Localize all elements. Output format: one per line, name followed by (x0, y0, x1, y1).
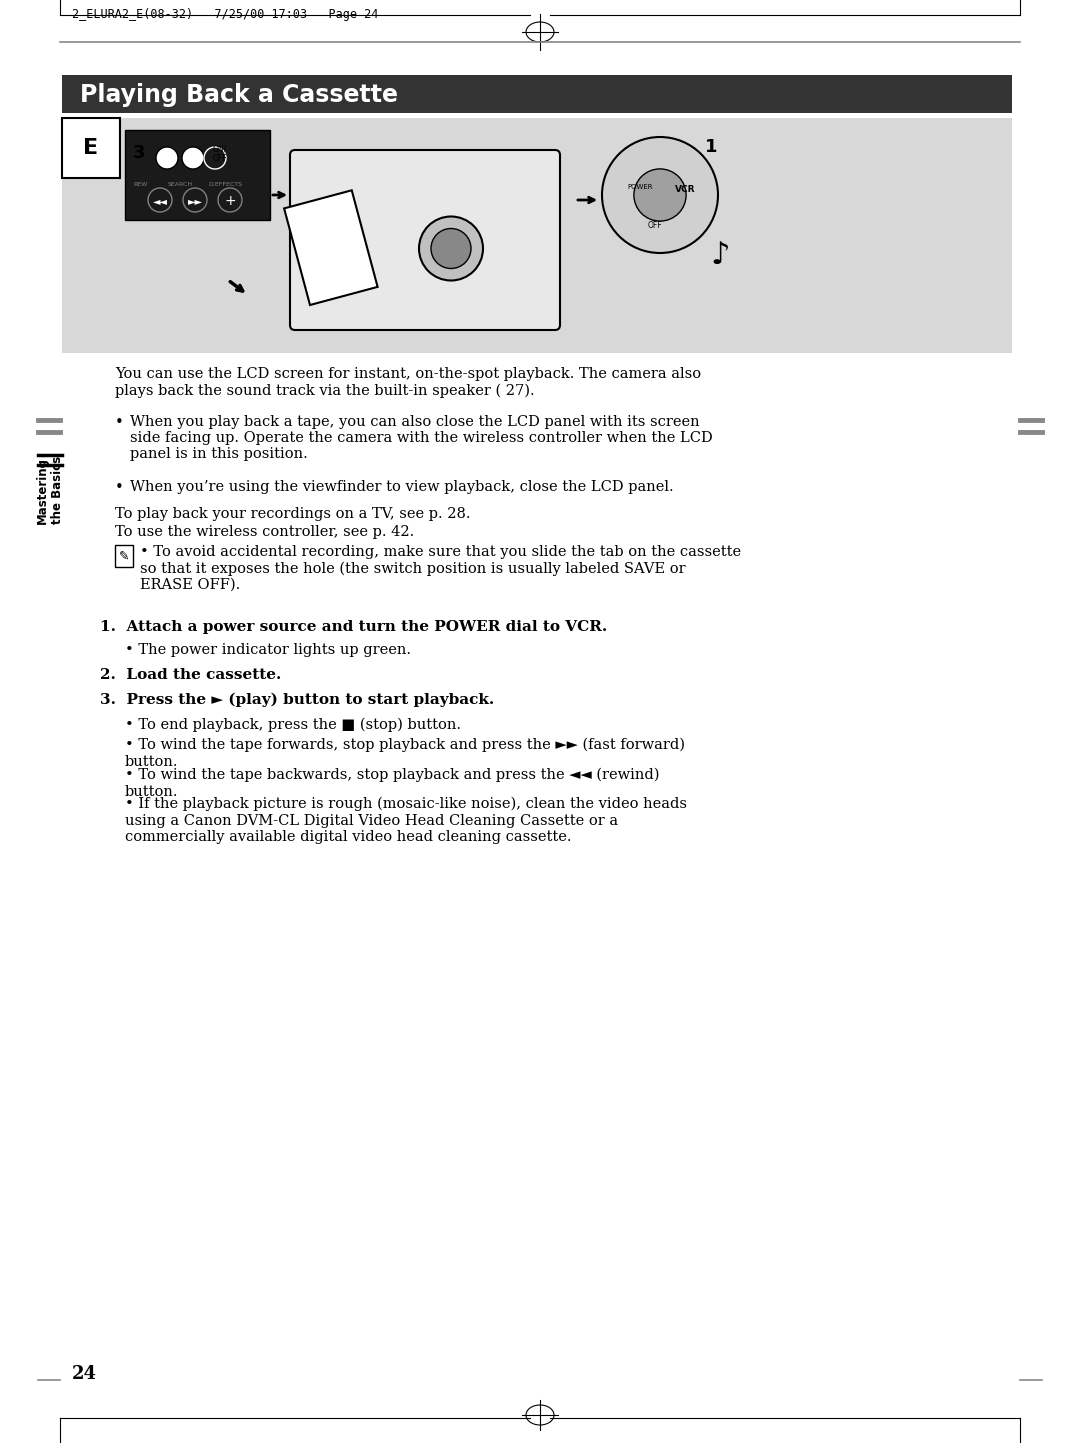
Text: POWER: POWER (627, 185, 652, 190)
Text: ►▮: ►▮ (185, 153, 201, 166)
Text: ON/
OFF: ON/ OFF (213, 144, 227, 163)
Text: VCR: VCR (675, 186, 696, 195)
Circle shape (218, 188, 242, 212)
Text: OFF: OFF (648, 221, 662, 229)
Circle shape (183, 147, 204, 169)
Circle shape (634, 169, 686, 221)
FancyBboxPatch shape (291, 150, 561, 330)
Circle shape (183, 188, 207, 212)
Bar (62, 75, 1012, 113)
Text: • The power indicator lights up green.: • The power indicator lights up green. (125, 644, 411, 657)
Text: ♪: ♪ (711, 241, 730, 270)
Text: +: + (225, 193, 235, 208)
Text: When you play back a tape, you can also close the LCD panel with its screen
side: When you play back a tape, you can also … (130, 416, 713, 462)
Text: ■: ■ (161, 153, 173, 166)
Text: Playing Back a Cassette: Playing Back a Cassette (80, 84, 399, 107)
Text: REW: REW (133, 182, 147, 188)
Text: D.EFFECTS: D.EFFECTS (208, 182, 242, 188)
Text: Mastering
the Basics: Mastering the Basics (36, 456, 64, 524)
Text: 24: 24 (72, 1365, 97, 1382)
Text: To play back your recordings on a TV, see p. 28.: To play back your recordings on a TV, se… (114, 506, 471, 521)
Text: 1: 1 (705, 139, 717, 156)
Text: E: E (83, 139, 98, 157)
Text: •: • (114, 481, 124, 495)
Text: 2.  Load the cassette.: 2. Load the cassette. (100, 668, 282, 683)
Text: • If the playback picture is rough (mosaic-like noise), clean the video heads
us: • If the playback picture is rough (mosa… (125, 797, 687, 844)
Text: • To end playback, press the ■ (stop) button.: • To end playback, press the ■ (stop) bu… (125, 719, 461, 733)
Text: 3.  Press the ► (play) button to start playback.: 3. Press the ► (play) button to start pl… (100, 693, 495, 707)
Text: ►►: ►► (188, 196, 203, 206)
Text: • To wind the tape backwards, stop playback and press the ◄◄ (rewind)
button.: • To wind the tape backwards, stop playb… (125, 768, 660, 798)
Circle shape (156, 147, 178, 169)
Bar (62, 118, 120, 177)
Bar (125, 130, 270, 219)
Bar (62, 118, 1012, 354)
Circle shape (602, 137, 718, 253)
Text: •: • (114, 416, 124, 430)
Text: You can use the LCD screen for instant, on-the-spot playback. The camera also
pl: You can use the LCD screen for instant, … (114, 367, 701, 398)
Circle shape (419, 216, 483, 280)
Circle shape (431, 228, 471, 268)
Text: • To avoid accidental recording, make sure that you slide the tab on the cassett: • To avoid accidental recording, make su… (140, 545, 741, 592)
Text: 2_ELURA2_E(08-32)   7/25/00 17:03   Page 24: 2_ELURA2_E(08-32) 7/25/00 17:03 Page 24 (72, 9, 378, 22)
Text: 3: 3 (133, 144, 146, 162)
Text: 1.  Attach a power source and turn the POWER dial to VCR.: 1. Attach a power source and turn the PO… (100, 620, 607, 633)
Text: SEARCH: SEARCH (167, 182, 192, 188)
Text: • To wind the tape forwards, stop playback and press the ►► (fast forward)
butto: • To wind the tape forwards, stop playba… (125, 737, 685, 769)
Circle shape (148, 188, 172, 212)
Text: When you’re using the viewfinder to view playback, close the LCD panel.: When you’re using the viewfinder to view… (130, 481, 674, 494)
Bar (114, 545, 133, 567)
Text: ✎: ✎ (119, 550, 130, 563)
Circle shape (204, 147, 226, 169)
Text: ◄◄: ◄◄ (152, 196, 167, 206)
Bar (284, 190, 378, 304)
Text: To use the wireless controller, see p. 42.: To use the wireless controller, see p. 4… (114, 525, 415, 540)
